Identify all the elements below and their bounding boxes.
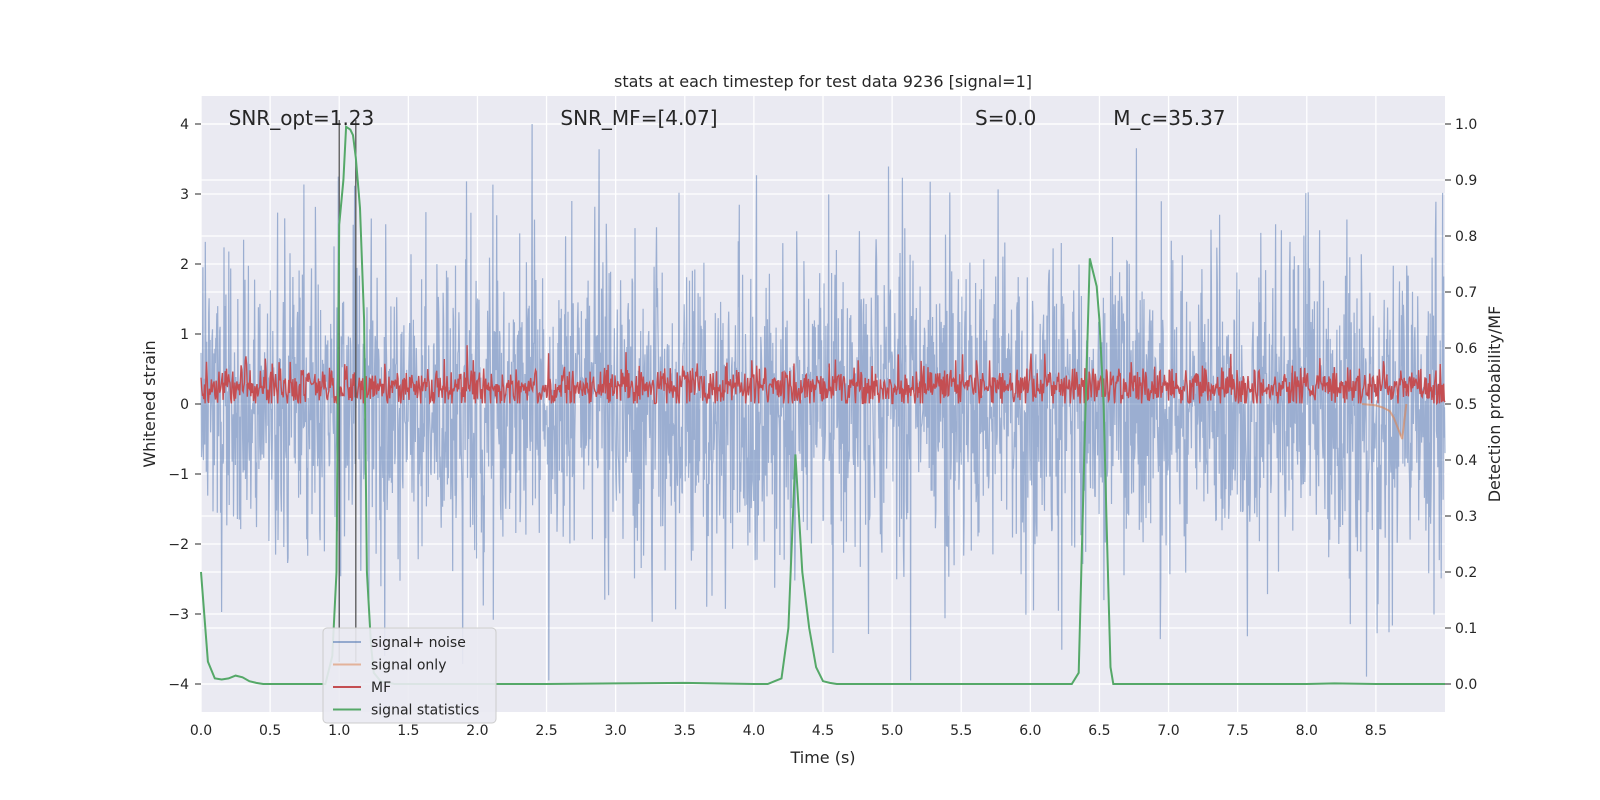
series-signal-noise (200, 123, 1446, 681)
y-tick-label: 4 (180, 117, 189, 133)
series-signal-only (1361, 403, 1408, 440)
y2-tick-label: 0.3 (1455, 509, 1477, 525)
x-tick-label: 2.5 (535, 723, 557, 739)
legend: signal+ noise signal only MF signal statist… (322, 627, 497, 724)
annotation: SNR_opt=1.23 (229, 106, 375, 130)
y-tick-label: −3 (168, 607, 189, 623)
x-tick-label: 8.0 (1296, 723, 1318, 739)
y2-tick-label: 0.9 (1455, 173, 1477, 189)
y-tick-label: 2 (180, 257, 189, 273)
y-axis-label: Whitened strain (140, 340, 159, 467)
annotation: SNR_MF=[4.07] (560, 106, 717, 130)
y2-tick-label: 0.0 (1455, 677, 1477, 693)
x-tick-label: 2.0 (466, 723, 488, 739)
y-tick-label: −2 (168, 537, 189, 553)
legend-label: signal+ noise (371, 635, 466, 651)
x-tick-label: 4.0 (743, 723, 765, 739)
legend-label: MF (371, 680, 391, 696)
x-tick-label: 7.5 (1227, 723, 1249, 739)
annotations: SNR_opt=1.23 SNR_MF=[4.07] S=0.0 M_c=35.37 (229, 106, 1226, 130)
x-tick-label: 6.5 (1088, 723, 1110, 739)
y2-tick-label: 0.4 (1455, 453, 1477, 469)
x-tick-label: 0.0 (190, 723, 212, 739)
annotation: S=0.0 (975, 106, 1036, 130)
y-tick-label: 3 (180, 187, 189, 203)
y-tick-label: −4 (168, 677, 189, 693)
x-axis-label: Time (s) (789, 748, 855, 767)
axes: 0.0 0.5 1.0 1.5 2.0 2.5 3.0 3.5 4.0 4.5 5.0 5.5 6.0 6… (168, 117, 1477, 739)
x-tick-label: 3.5 (674, 723, 696, 739)
y-tick-label: 0 (180, 397, 189, 413)
y2-tick-label: 1.0 (1455, 117, 1477, 133)
x-tick-label: 0.5 (259, 723, 281, 739)
data-layer (200, 120, 1446, 685)
y2-tick-label: 0.6 (1455, 341, 1477, 357)
y2-tick-label: 0.1 (1455, 621, 1477, 637)
y2-tick-label: 0.8 (1455, 229, 1477, 245)
x-tick-label: 7.0 (1157, 723, 1179, 739)
x-tick-label: 1.5 (397, 723, 419, 739)
annotation: M_c=35.37 (1113, 106, 1225, 130)
x-tick-label: 6.0 (1019, 723, 1041, 739)
x-tick-label: 5.5 (950, 723, 972, 739)
y2-tick-label: 0.2 (1455, 565, 1477, 581)
series-mf (200, 345, 1446, 406)
y-tick-label: −1 (168, 467, 189, 483)
y2-tick-label: 0.5 (1455, 397, 1477, 413)
legend-box (322, 627, 497, 724)
legend-label: signal only (371, 658, 446, 674)
chart-title: stats at each timestep for test data 923… (614, 72, 1032, 91)
x-tick-label: 4.5 (812, 723, 834, 739)
x-tick-label: 5.0 (881, 723, 903, 739)
series-signal-statistics (200, 124, 1445, 685)
x-tick-label: 8.5 (1365, 723, 1387, 739)
legend-label: signal statistics (371, 703, 479, 719)
y2-tick-label: 0.7 (1455, 285, 1477, 301)
x-tick-label: 3.0 (605, 723, 627, 739)
y-tick-label: 1 (180, 327, 189, 343)
x-tick-label: 1.0 (328, 723, 350, 739)
y2-axis-label: Detection probability/MF (1485, 306, 1504, 503)
